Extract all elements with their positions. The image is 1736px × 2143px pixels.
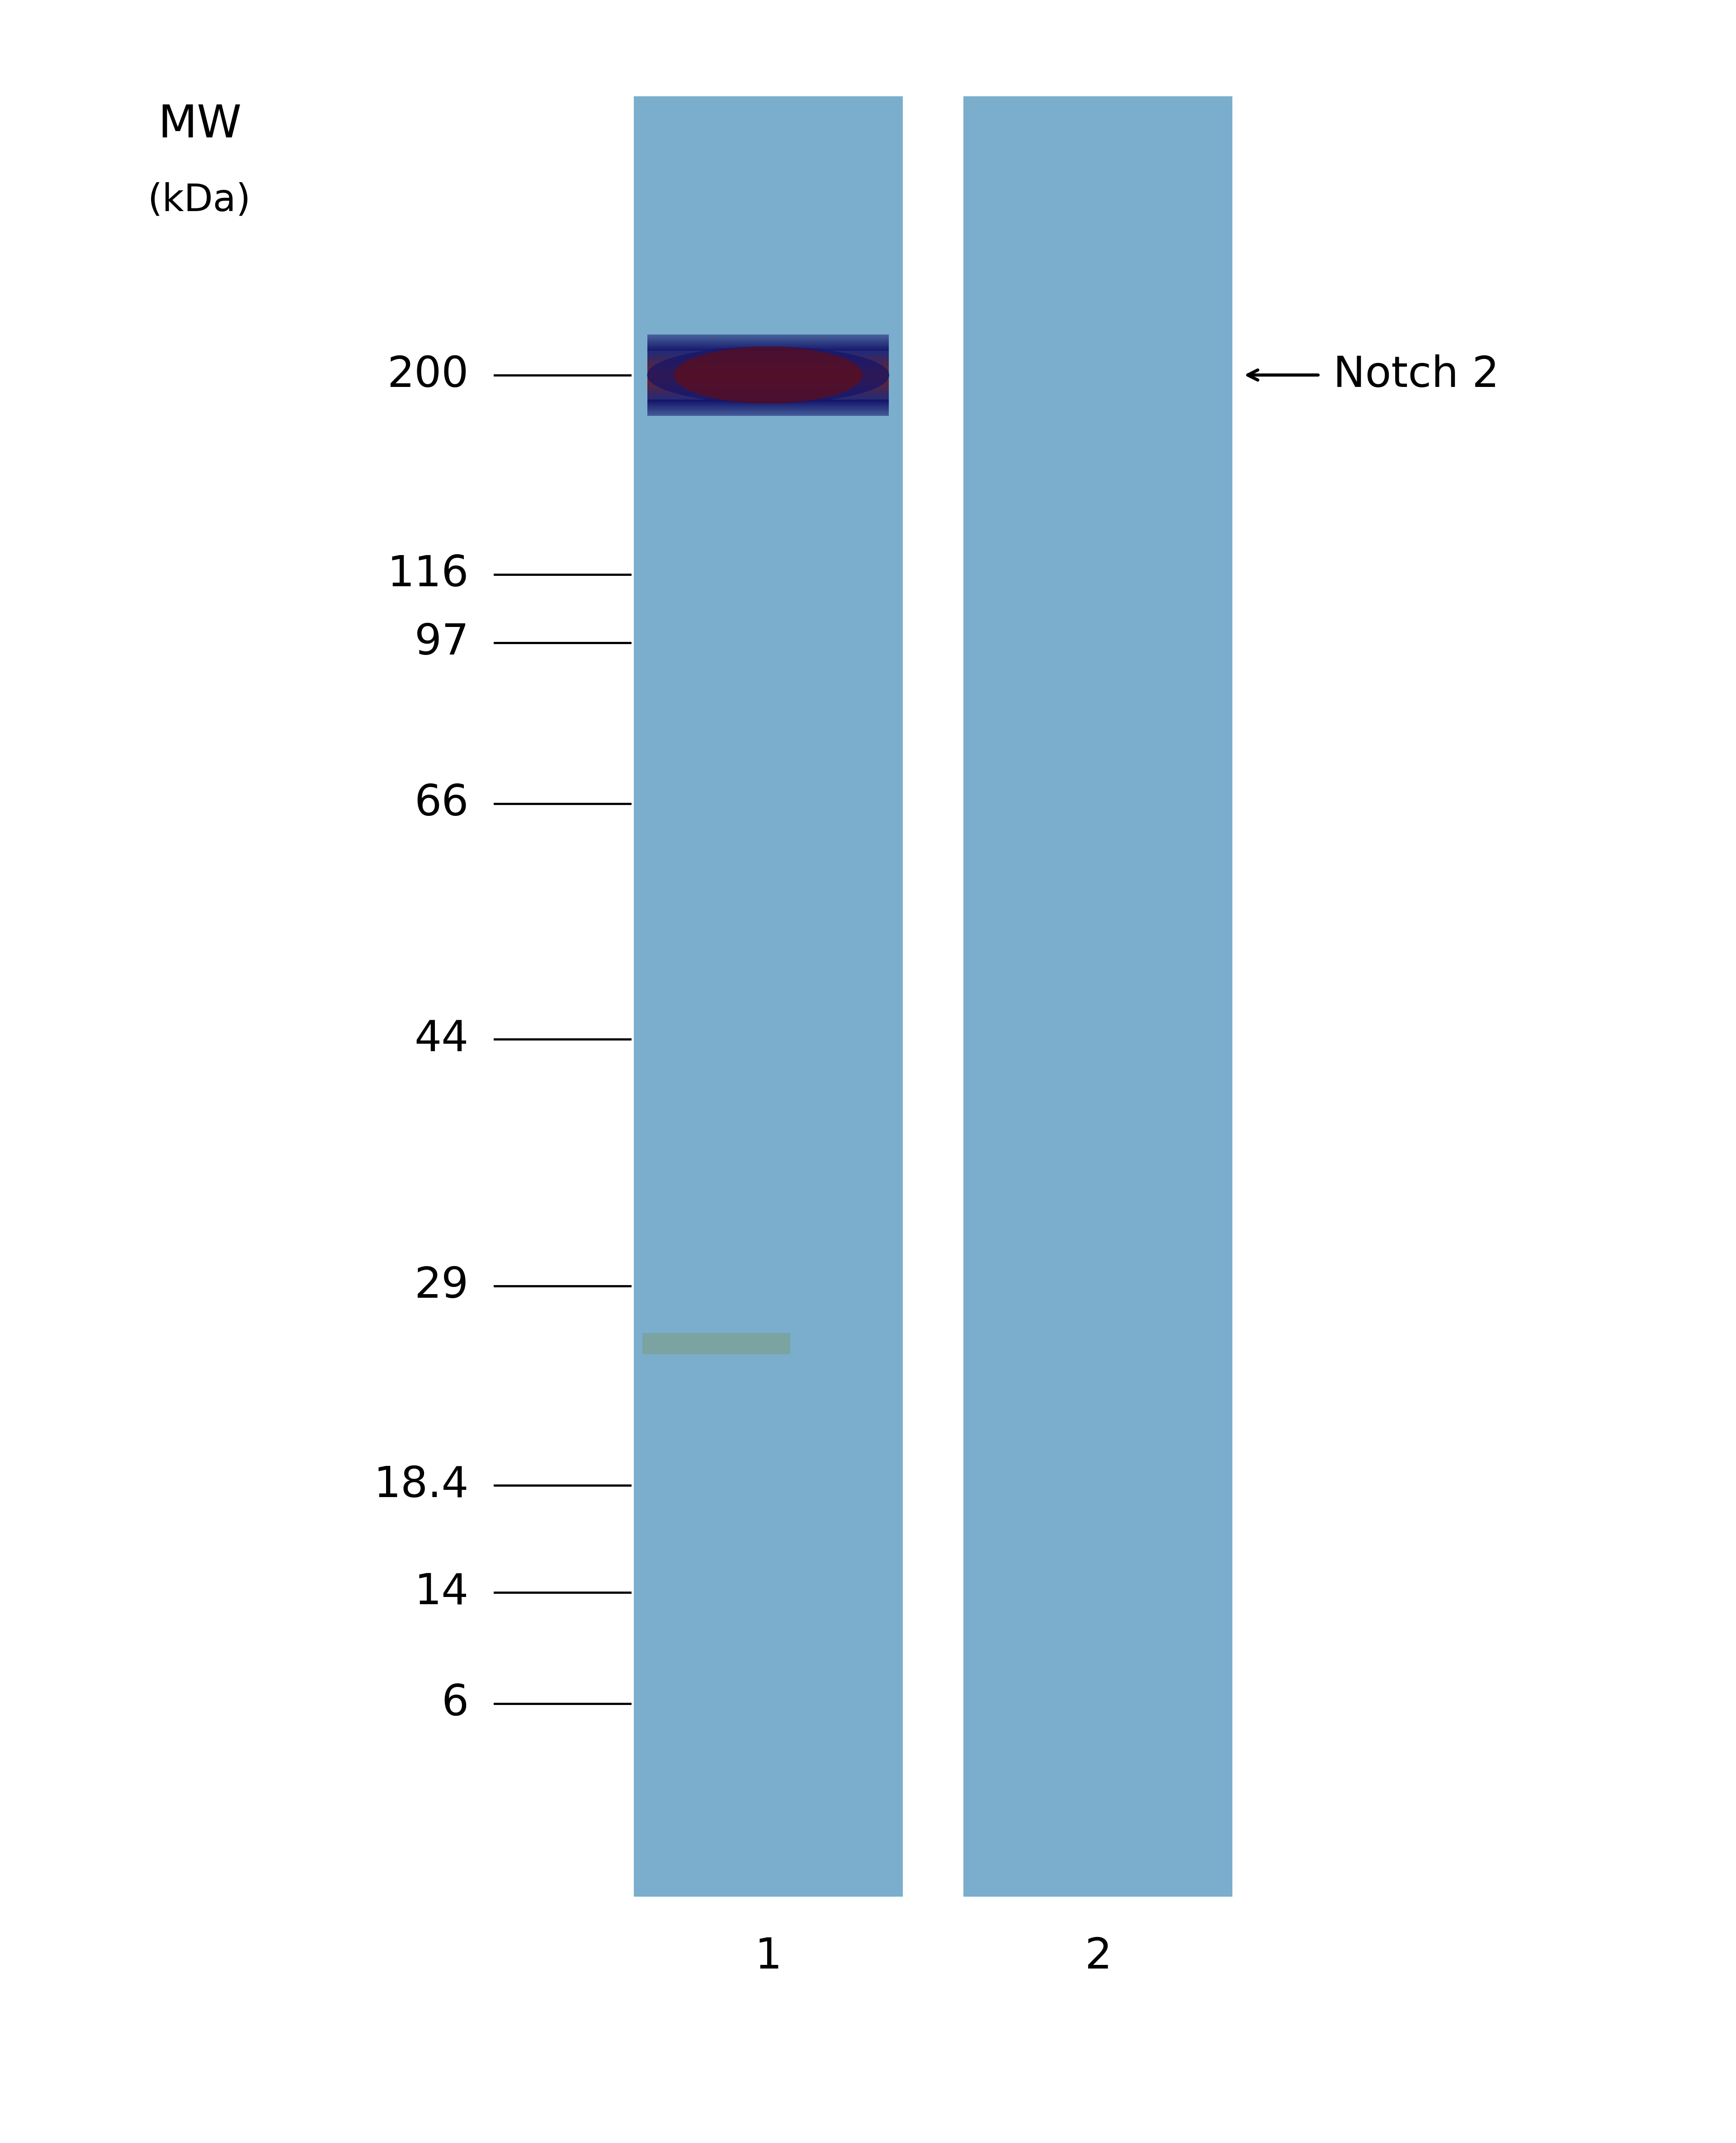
Text: 97: 97	[415, 621, 469, 664]
Text: 1: 1	[755, 1935, 781, 1978]
Text: 116: 116	[387, 553, 469, 596]
Text: MW: MW	[158, 103, 241, 146]
Ellipse shape	[648, 347, 889, 403]
Bar	[903, 96, 963, 1897]
Bar	[963, 96, 1233, 1897]
Text: (kDa): (kDa)	[148, 182, 252, 219]
Text: 18.4: 18.4	[373, 1464, 469, 1507]
Text: 29: 29	[415, 1264, 469, 1307]
Text: 14: 14	[415, 1571, 469, 1614]
Text: 200: 200	[387, 354, 469, 396]
Bar	[634, 96, 903, 1897]
Ellipse shape	[674, 347, 863, 403]
Text: 66: 66	[415, 782, 469, 825]
Text: 2: 2	[1085, 1935, 1111, 1978]
Text: 6: 6	[441, 1682, 469, 1725]
Text: 44: 44	[415, 1018, 469, 1061]
Text: Notch 2: Notch 2	[1333, 354, 1500, 396]
Bar	[642, 1333, 790, 1354]
